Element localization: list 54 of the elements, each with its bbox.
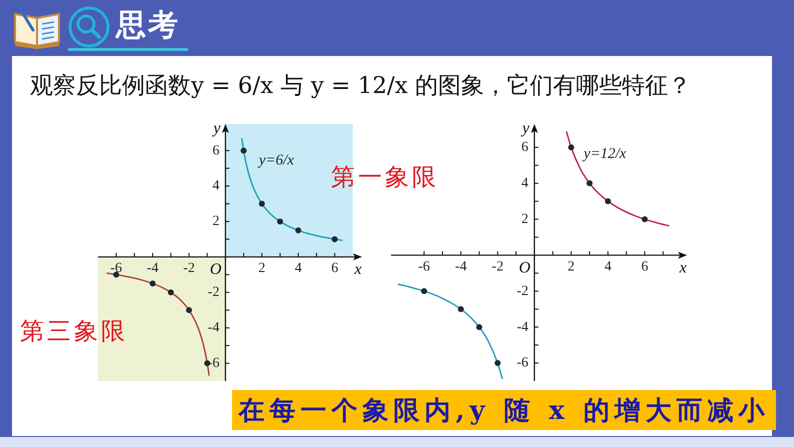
x-tick-label: 6 bbox=[641, 259, 648, 274]
x-tick-label: -6 bbox=[418, 259, 430, 274]
series-label: y=6/x bbox=[256, 152, 294, 169]
y-tick-label: 4 bbox=[212, 178, 220, 194]
x-tick-label: -4 bbox=[146, 261, 158, 276]
y-axis-title: y bbox=[211, 120, 222, 138]
y-tick-label: 2 bbox=[521, 212, 528, 227]
line-series bbox=[566, 131, 670, 226]
x-tick-label: 6 bbox=[331, 261, 338, 276]
y-tick-label: 2 bbox=[212, 214, 220, 230]
text: 在每一个象限内,y 随 x 的增大而减小 bbox=[232, 390, 776, 430]
point bbox=[586, 180, 593, 186]
point bbox=[604, 198, 611, 204]
point bbox=[332, 236, 338, 242]
y-tick-label: -2 bbox=[516, 284, 528, 299]
chart-subtitle: 观察反比例函数y = 6/x 与 y = 12/x 的图象，它们有哪些特征？ bbox=[30, 72, 692, 101]
y-tick-label: 6 bbox=[521, 140, 528, 156]
point bbox=[240, 148, 247, 154]
annotation: O bbox=[210, 261, 222, 278]
x-tick-label: 4 bbox=[294, 261, 302, 276]
y-tick-label: -2 bbox=[208, 285, 220, 300]
y-tick-label: 6 bbox=[212, 143, 220, 158]
line-series bbox=[398, 284, 503, 380]
x-tick-label: -6 bbox=[110, 261, 122, 276]
series-label: 第三象限 bbox=[20, 317, 128, 346]
point bbox=[168, 289, 174, 296]
y-tick-label: -6 bbox=[516, 356, 528, 371]
series-label: 第一象限 bbox=[330, 163, 439, 192]
series-label: y=12/x bbox=[582, 146, 627, 162]
point bbox=[642, 216, 648, 222]
chart-title: 思考 bbox=[116, 7, 180, 45]
x-tick-label: -4 bbox=[455, 259, 467, 274]
point bbox=[568, 144, 574, 150]
x-tick-label: 2 bbox=[568, 259, 575, 274]
annotation: O bbox=[518, 259, 531, 276]
point bbox=[494, 360, 501, 366]
point bbox=[277, 218, 284, 224]
x-tick-label: 4 bbox=[604, 259, 612, 274]
x-tick-label: -2 bbox=[492, 259, 504, 274]
point bbox=[186, 307, 192, 314]
x-axis-title: x bbox=[678, 259, 687, 276]
point bbox=[476, 324, 482, 330]
point bbox=[458, 306, 464, 312]
point bbox=[258, 200, 265, 207]
y-tick-label: -4 bbox=[208, 320, 220, 336]
y-tick-label: -4 bbox=[516, 320, 528, 335]
point bbox=[421, 288, 428, 294]
x-tick-label: 2 bbox=[258, 261, 266, 276]
y-tick-label: 4 bbox=[521, 176, 528, 191]
x-axis-title: x bbox=[353, 261, 362, 278]
x-tick-label: -2 bbox=[183, 261, 195, 276]
y-axis-title: y bbox=[520, 120, 530, 138]
point bbox=[295, 227, 302, 234]
point bbox=[150, 280, 156, 287]
